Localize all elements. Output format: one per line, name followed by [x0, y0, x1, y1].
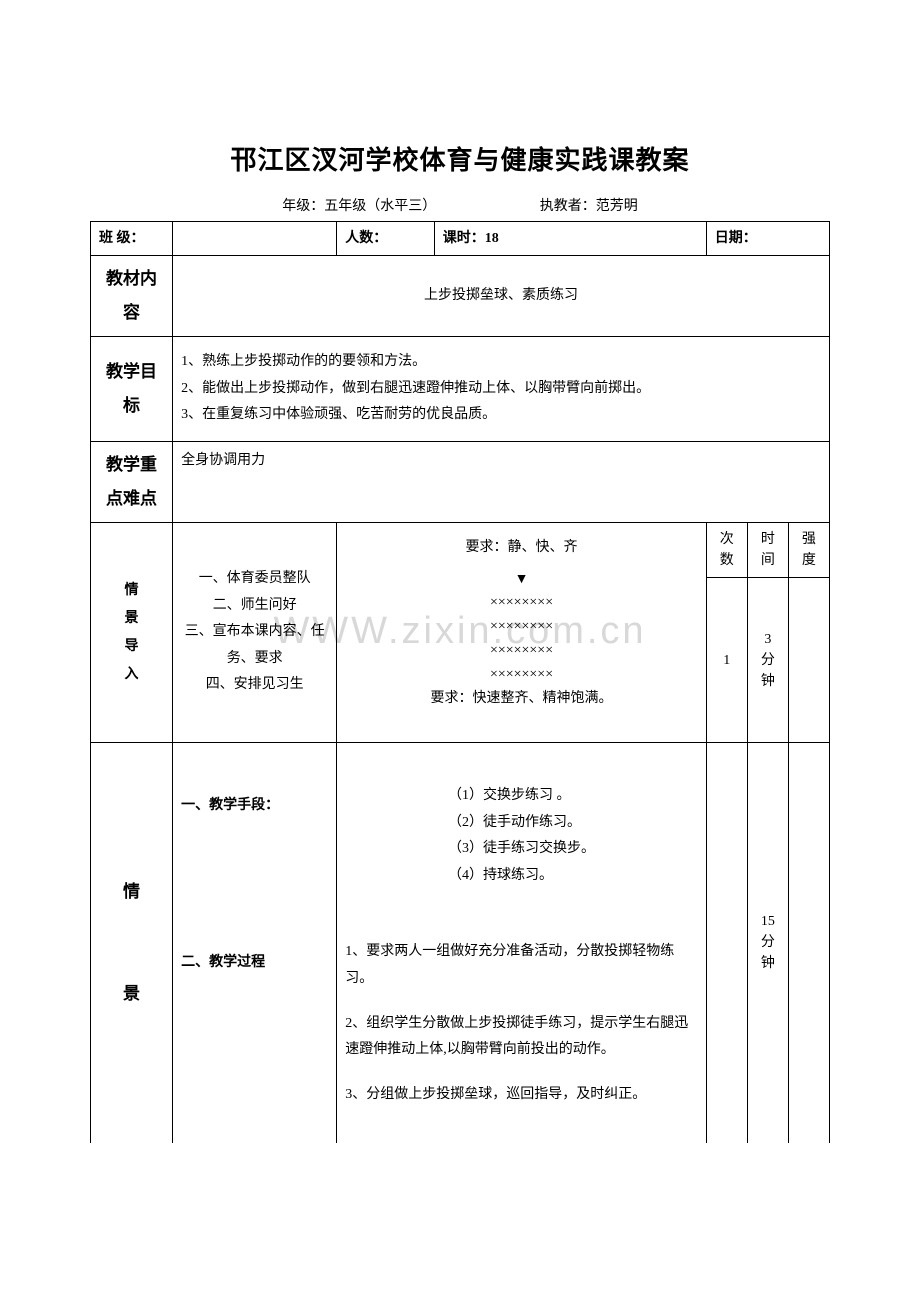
material-content: 上步投掷垒球、素质练习	[173, 256, 830, 337]
main-count-val	[706, 743, 747, 1143]
main-time-val: 15分钟	[747, 743, 788, 1143]
count-cell: 人数：	[337, 222, 435, 256]
col-time-header: 时间	[747, 523, 788, 578]
process-label: 二、教学过程	[181, 950, 328, 977]
class-value	[173, 222, 337, 256]
process-1: 1、要求两人一组做好充分准备活动，分散投掷轻物练习。	[345, 939, 697, 992]
scene-main-left: 一、教学手段： 二、教学过程	[173, 743, 337, 1143]
meta-row: 年级：五年级（水平三） 执教者：范芳明	[90, 195, 830, 215]
intro-time-val: 3分钟	[747, 578, 788, 743]
formation-row-3: ××××××××	[345, 639, 697, 663]
method-label: 一、教学手段：	[181, 793, 328, 820]
class-label: 班 级：	[91, 222, 173, 256]
process-3: 3、分组做上步投掷垒球，巡回指导，及时纠正。	[345, 1082, 697, 1109]
col-count-header: 次数	[706, 523, 747, 578]
formation-row-4: ××××××××	[345, 663, 697, 687]
scene-intro-left: 一、体育委员整队 二、师生问好 三、宣布本课内容、任务、要求 四、安排见习生	[173, 523, 337, 743]
intro-item-3: 三、宣布本课内容、任务、要求	[181, 619, 328, 672]
objectives-content: 1、熟练上步投掷动作的的要领和方法。 2、能做出上步投掷动作，做到右腿迅速蹬伸推…	[173, 337, 830, 442]
scene-intro-label: 情景导入	[91, 523, 173, 743]
scene-main-right: （1）交换步练习 。 （2）徒手动作练习。 （3）徒手练习交换步。 （4）持球练…	[337, 743, 706, 1143]
grade-value: 五年级（水平三）	[324, 195, 436, 215]
col-intensity-header: 强度	[788, 523, 829, 578]
method-1: （1）交换步练习 。	[448, 783, 595, 810]
keypoints-content: 全身协调用力	[173, 442, 830, 523]
grade-label: 年级：	[282, 195, 324, 215]
teacher-value: 范芳明	[596, 195, 638, 215]
process-2: 2、组织学生分散做上步投掷徒手练习，提示学生右腿迅速蹬伸推动上体,以胸带臂向前投…	[345, 1011, 697, 1064]
material-row: 教材内容 上步投掷垒球、素质练习	[91, 256, 830, 337]
intro-count-val: 1	[706, 578, 747, 743]
scene-main-row: 情景 一、教学手段： 二、教学过程 （1）交换步练习 。 （2）徒手动作练习。 …	[91, 743, 830, 1143]
keypoints-row: 教学重点难点 全身协调用力	[91, 442, 830, 523]
intro-intensity-val	[788, 578, 829, 743]
date-cell: 日期：	[706, 222, 829, 256]
formation-row-1: ××××××××	[345, 591, 697, 615]
intro-item-4: 四、安排见习生	[181, 672, 328, 699]
method-4: （4）持球练习。	[448, 863, 595, 890]
objective-1: 1、熟练上步投掷动作的的要领和方法。	[181, 349, 821, 376]
objective-2: 2、能做出上步投掷动作，做到右腿迅速蹬伸推动上体、以胸带臂向前掷出。	[181, 376, 821, 403]
objectives-row: 教学目标 1、熟练上步投掷动作的的要领和方法。 2、能做出上步投掷动作，做到右腿…	[91, 337, 830, 442]
method-3: （3）徒手练习交换步。	[448, 836, 595, 863]
objectives-label: 教学目标	[91, 337, 173, 442]
intro-item-1: 一、体育委员整队	[181, 566, 328, 593]
formation-triangle: ▼	[345, 568, 697, 592]
intro-req1: 要求：静、快、齐	[345, 535, 697, 562]
page-title: 邗江区汊河学校体育与健康实践课教案	[90, 140, 830, 177]
formation-row-2: ××××××××	[345, 615, 697, 639]
intro-item-2: 二、师生问好	[181, 593, 328, 620]
sub-header-row: 情景导入 一、体育委员整队 二、师生问好 三、宣布本课内容、任务、要求 四、安排…	[91, 523, 830, 578]
main-intensity-val	[788, 743, 829, 1143]
method-2: （2）徒手动作练习。	[448, 810, 595, 837]
scene-intro-right: 要求：静、快、齐 ▼ ×××××××× ×××××××× ×××××××× ××…	[337, 523, 706, 743]
intro-req2: 要求：快速整齐、精神饱满。	[345, 687, 697, 711]
teacher-label: 执教者：	[540, 195, 596, 215]
keypoints-label: 教学重点难点	[91, 442, 173, 523]
material-label: 教材内容	[91, 256, 173, 337]
objective-3: 3、在重复练习中体验顽强、吃苦耐劳的优良品质。	[181, 402, 821, 429]
period-cell: 课时：18	[434, 222, 706, 256]
info-row: 班 级： 人数： 课时：18 日期：	[91, 222, 830, 256]
lesson-table: 班 级： 人数： 课时：18 日期： 教材内容 上步投掷垒球、素质练习 教学目标…	[90, 221, 830, 1143]
scene-main-label: 情景	[91, 743, 173, 1143]
